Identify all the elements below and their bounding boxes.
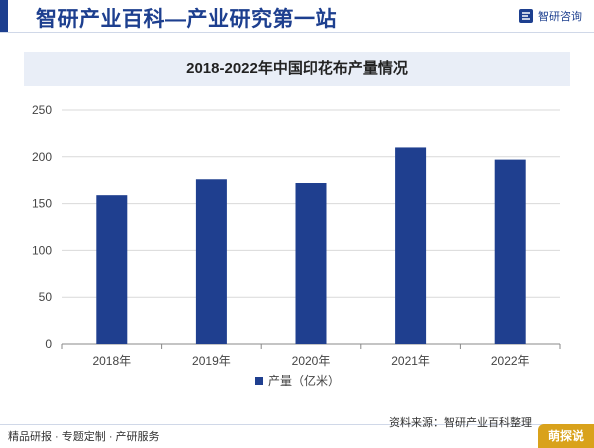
corner-badge: 萌探说 bbox=[538, 424, 594, 448]
brand-logo-text: 智研咨询 bbox=[538, 11, 582, 23]
y-tick-label: 100 bbox=[32, 243, 52, 257]
x-tick-label: 2021年 bbox=[391, 354, 430, 368]
y-tick-label: 200 bbox=[32, 150, 52, 164]
chart-title: 2018-2022年中国印花布产量情况 bbox=[186, 60, 408, 77]
bar-chart: 0 50 100 150 200 250 2018年 2019年 2020年 2021年 2022年… bbox=[32, 103, 561, 388]
bar bbox=[395, 147, 427, 344]
site-title: 智研产业百科—产业研究第一站 bbox=[36, 8, 337, 31]
header-bar: 智研产业百科—产业研究第一站 智研咨询 bbox=[0, 0, 594, 32]
bar bbox=[295, 183, 327, 344]
header-accent-stripe bbox=[0, 0, 8, 32]
x-tick-label: 2018年 bbox=[92, 354, 131, 368]
footer-divider bbox=[0, 424, 594, 425]
bar bbox=[494, 159, 526, 344]
bar bbox=[96, 195, 128, 344]
footer-services: 精品研报 · 专题定制 · 产研服务 bbox=[8, 431, 160, 443]
y-tick-label: 0 bbox=[45, 337, 52, 351]
x-tick-label: 2019年 bbox=[192, 354, 231, 368]
y-tick-label: 150 bbox=[32, 197, 52, 211]
x-tick-label: 2020年 bbox=[292, 354, 331, 368]
header-divider bbox=[0, 32, 594, 33]
x-tick-label: 2022年 bbox=[491, 354, 530, 368]
bar bbox=[195, 179, 227, 344]
data-source: 资料来源：智研产业百科整理 bbox=[389, 417, 532, 429]
legend-swatch bbox=[255, 377, 263, 385]
y-tick-label: 50 bbox=[39, 290, 53, 304]
brand-logo[interactable]: 智研咨询 bbox=[518, 7, 582, 25]
zhiyan-logo-icon bbox=[519, 9, 533, 23]
legend-label: 产量（亿米） bbox=[268, 373, 340, 388]
y-tick-label: 250 bbox=[32, 103, 52, 117]
chart-title-band: 2018-2022年中国印花布产量情况 bbox=[24, 52, 570, 86]
